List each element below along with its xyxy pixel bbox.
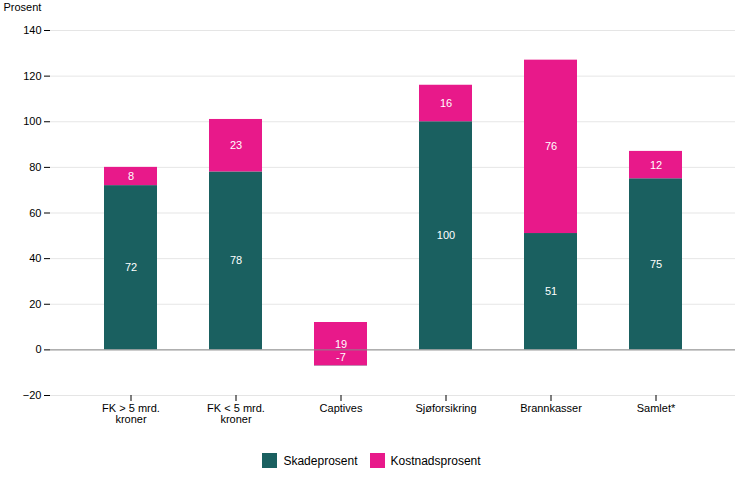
svg-text:100: 100 bbox=[23, 115, 41, 127]
svg-text:72: 72 bbox=[125, 261, 137, 273]
html-text:Skadeprosent: Skadeprosent bbox=[283, 453, 358, 468]
svg-text:FK < 5 mrd.kroner: FK < 5 mrd.kroner bbox=[207, 402, 265, 425]
svg-text:100: 100 bbox=[437, 229, 455, 241]
svg-text:40: 40 bbox=[29, 252, 41, 264]
svg-text:19: 19 bbox=[335, 338, 347, 350]
html-text:Kostnadsprosent: Kostnadsprosent bbox=[390, 453, 481, 468]
svg-text:0: 0 bbox=[35, 343, 41, 355]
svg-text:23: 23 bbox=[230, 139, 242, 151]
svg-text:75: 75 bbox=[650, 258, 662, 270]
svg-text:60: 60 bbox=[29, 207, 41, 219]
svg-text:8: 8 bbox=[128, 170, 134, 182]
svg-text:Prosent: Prosent bbox=[4, 1, 42, 13]
svg-text:FK > 5 mrd.kroner: FK > 5 mrd.kroner bbox=[102, 402, 160, 425]
svg-text:Captives: Captives bbox=[320, 402, 363, 414]
svg-text:16: 16 bbox=[440, 97, 452, 109]
svg-text:Samlet*: Samlet* bbox=[637, 402, 676, 414]
svg-text:−20: −20 bbox=[23, 389, 42, 401]
svg-text:76: 76 bbox=[545, 140, 557, 152]
svg-text:51: 51 bbox=[545, 285, 557, 297]
svg-text:Sjøforsikring: Sjøforsikring bbox=[415, 402, 476, 414]
svg-text:80: 80 bbox=[29, 161, 41, 173]
svg-text:Brannkasser: Brannkasser bbox=[520, 402, 582, 414]
svg-text:-7: -7 bbox=[336, 351, 346, 363]
svg-text:20: 20 bbox=[29, 298, 41, 310]
svg-text:140: 140 bbox=[23, 24, 41, 36]
svg-text:12: 12 bbox=[650, 159, 662, 171]
svg-text:78: 78 bbox=[230, 254, 242, 266]
svg-text:120: 120 bbox=[23, 70, 41, 82]
